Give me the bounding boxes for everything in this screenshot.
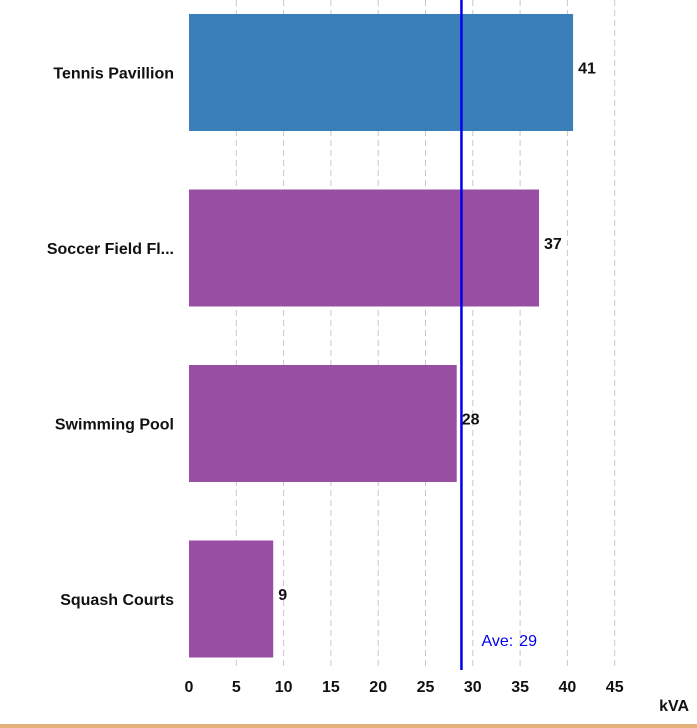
x-axis-unit-label: kVA: [659, 698, 689, 715]
x-tick-label-8: 40: [559, 679, 577, 696]
value-label-1: 37: [544, 236, 562, 253]
average-label-value: 29: [519, 633, 537, 650]
average-label-prefix: Ave:: [481, 633, 513, 650]
x-tick-label-4: 20: [369, 679, 387, 696]
bar-0: [189, 14, 574, 131]
x-tick-label-7: 35: [511, 679, 529, 696]
x-axis-ticks: 0 5 10 15 20 25 30 35 40 45: [185, 679, 624, 696]
category-label-2: Swimming Pool: [55, 417, 174, 434]
x-tick-label-0: 0: [185, 679, 194, 696]
value-label-2: 28: [462, 412, 480, 429]
x-tick-label-1: 5: [232, 679, 241, 696]
value-label-3: 9: [278, 587, 287, 604]
x-tick-label-2: 10: [275, 679, 293, 696]
category-label-0: Tennis Pavillion: [53, 66, 174, 83]
category-label-3: Squash Courts: [60, 592, 174, 609]
bar-2: [189, 365, 457, 482]
x-tick-label-6: 30: [464, 679, 482, 696]
bars: [189, 14, 574, 658]
category-label-1: Soccer Field Fl...: [47, 241, 174, 258]
value-labels: 41 37 28 9: [278, 61, 596, 605]
x-tick-label-3: 15: [322, 679, 340, 696]
bar-1: [189, 189, 540, 307]
average-marker: Ave: 29: [460, 0, 537, 670]
x-tick-label-9: 45: [606, 679, 624, 696]
category-labels: Tennis Pavillion Soccer Field Fl... Swimmi…: [47, 66, 174, 610]
average-label: Ave: 29: [481, 633, 537, 650]
x-tick-label-5: 25: [417, 679, 435, 696]
value-label-0: 41: [578, 61, 596, 78]
bar-3: [189, 540, 274, 658]
